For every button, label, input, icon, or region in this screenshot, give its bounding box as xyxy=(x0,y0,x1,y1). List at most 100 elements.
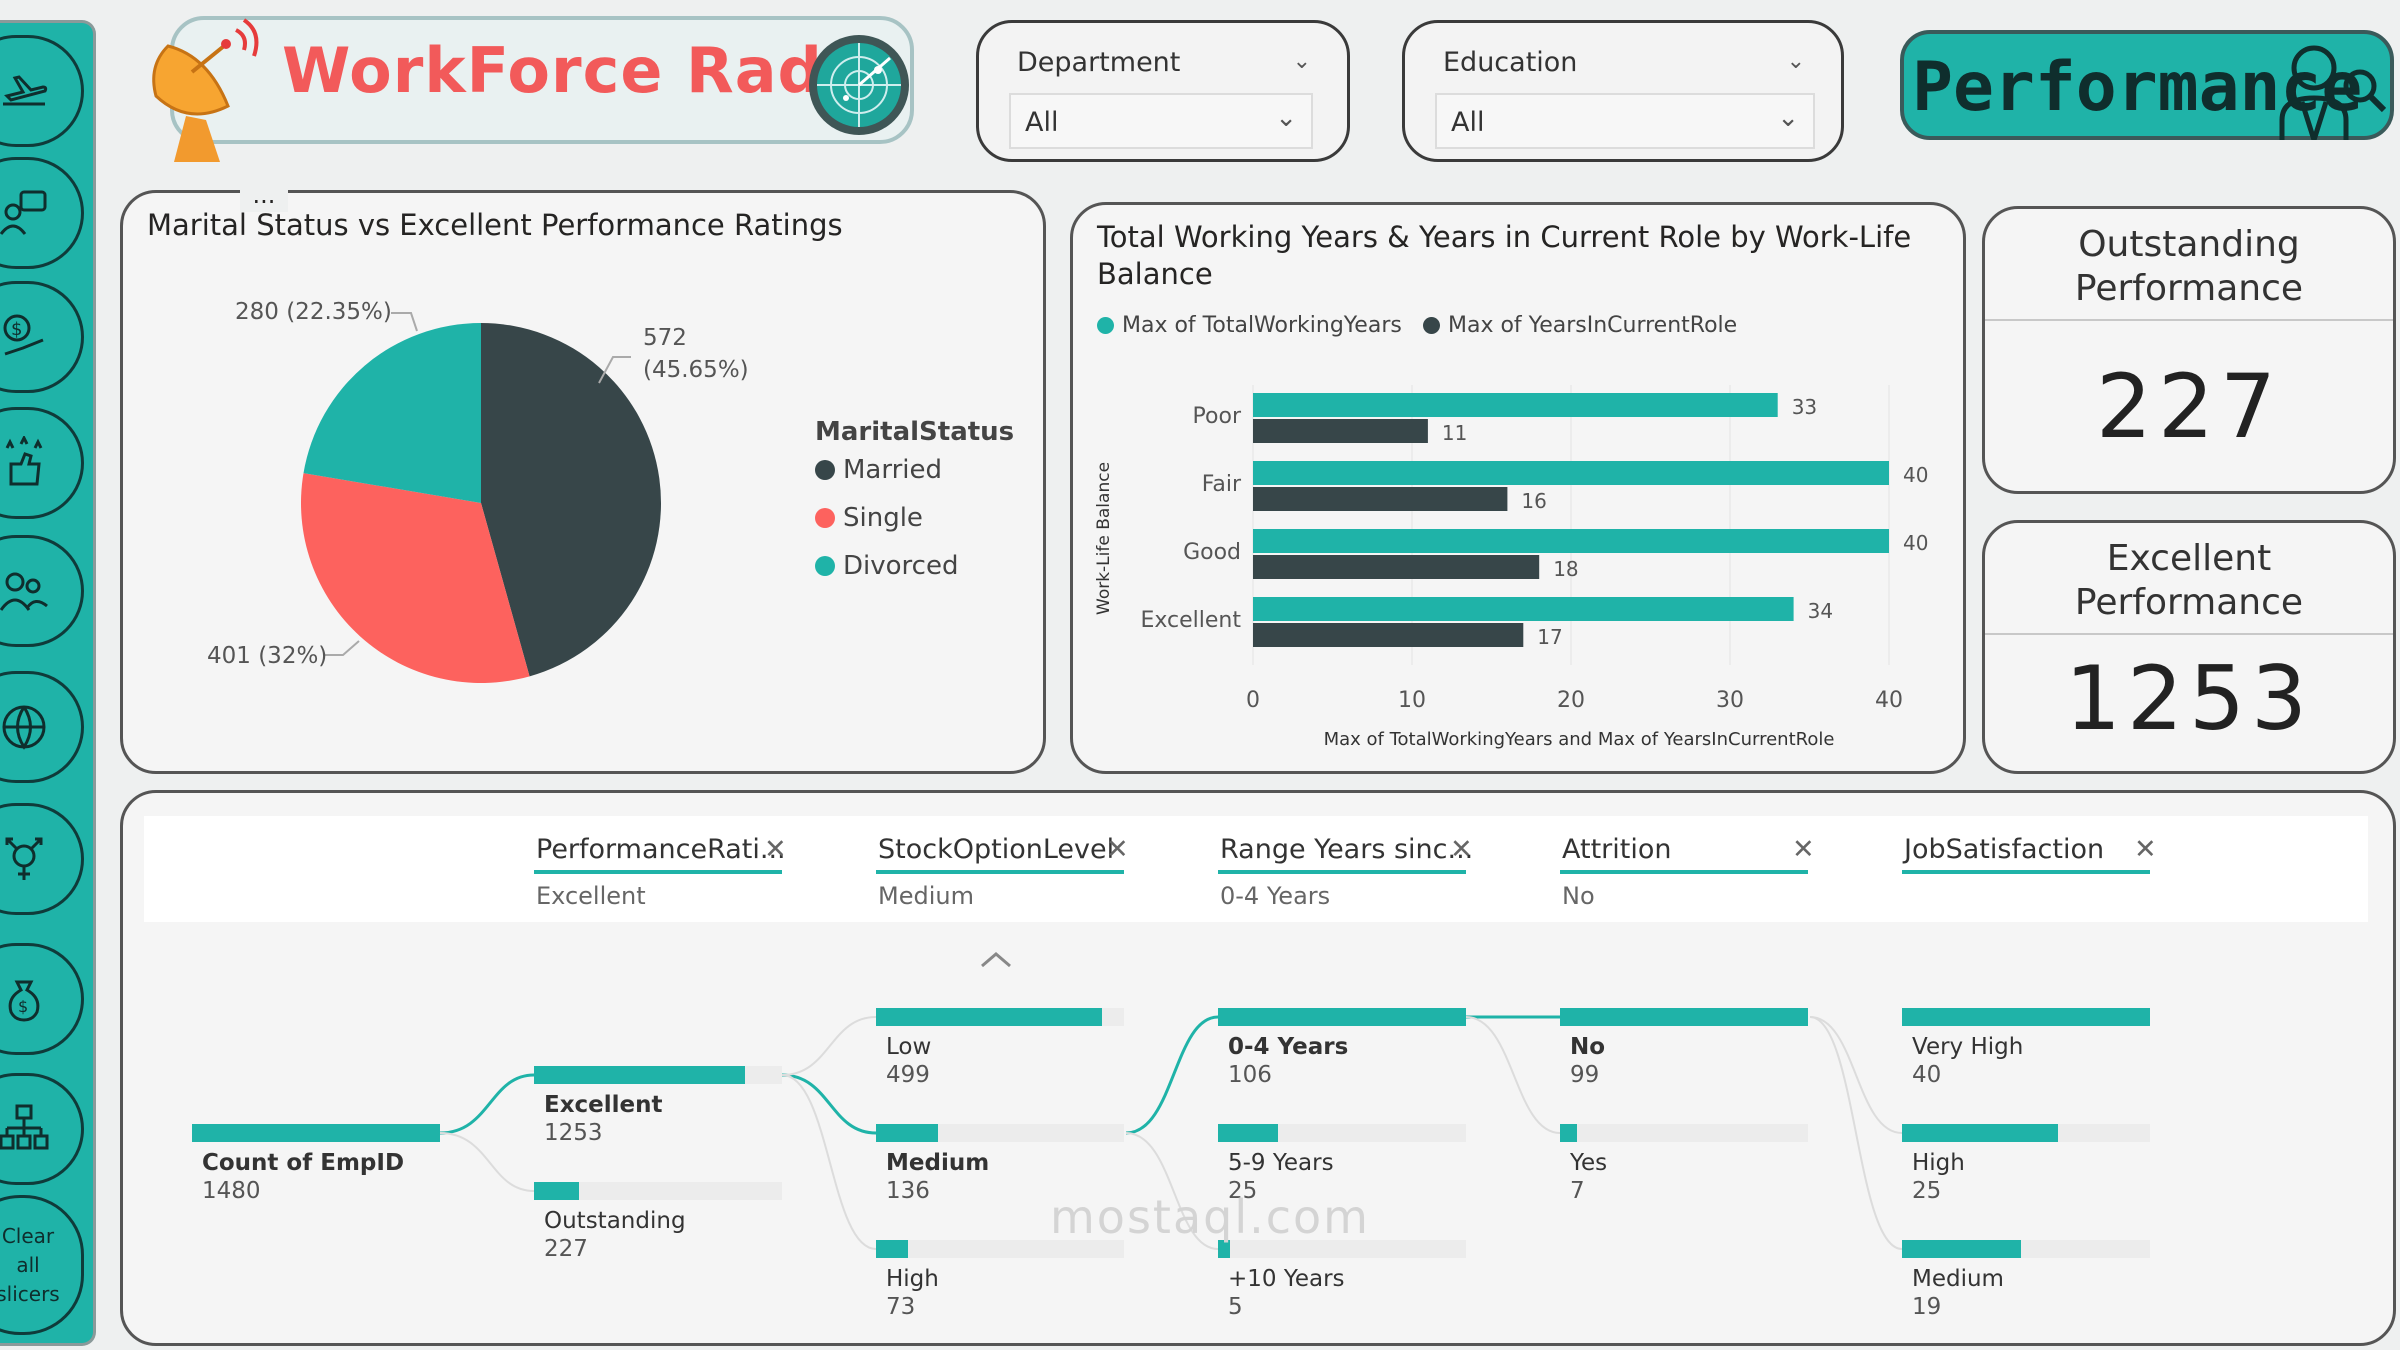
marital-status-pie-card[interactable]: Marital Status vs Excellent Performance … xyxy=(120,190,1046,774)
bar-years-in-role[interactable] xyxy=(1253,487,1508,511)
decomp-node-bar[interactable] xyxy=(1560,1008,1808,1026)
department-dropdown[interactable]: All ⌄ xyxy=(1009,93,1313,149)
gender-icon xyxy=(5,837,43,880)
nav-feedback-button[interactable] xyxy=(0,157,84,269)
pie-slice-divorced[interactable] xyxy=(303,323,481,503)
education-slicer[interactable]: Education ⌄ All ⌄ xyxy=(1402,20,1844,162)
kpi-title-line2: Performance xyxy=(2074,582,2304,623)
bar-data-label: 16 xyxy=(1521,489,1546,513)
education-dropdown[interactable]: All ⌄ xyxy=(1435,93,1815,149)
close-icon[interactable]: ✕ xyxy=(1792,834,1815,865)
decomp-node-bar-track[interactable] xyxy=(876,1124,1124,1142)
decomp-node-label: Medium xyxy=(886,1150,990,1176)
legend-dot xyxy=(1097,317,1114,334)
decomp-node-value: 499 xyxy=(886,1062,930,1088)
chevron-down-icon[interactable]: ⌄ xyxy=(1292,49,1311,74)
legend-item-married[interactable]: Married xyxy=(815,455,942,485)
decomp-node-bar[interactable] xyxy=(1218,1240,1230,1258)
legend-label: Max of TotalWorkingYears xyxy=(1122,313,1402,338)
decomp-node-bar[interactable] xyxy=(1218,1124,1278,1142)
decomp-node-bar[interactable] xyxy=(1560,1124,1577,1142)
pie-slice-single[interactable] xyxy=(301,473,530,683)
decomp-node-bar[interactable] xyxy=(1218,1008,1466,1026)
bar-years-in-role[interactable] xyxy=(1253,555,1540,579)
column-underline xyxy=(876,870,1124,874)
x-tick-label: 0 xyxy=(1246,688,1260,713)
bar-total-working-years[interactable] xyxy=(1253,529,1889,553)
close-icon[interactable]: ✕ xyxy=(764,834,787,865)
nav-org-button[interactable] xyxy=(0,1073,84,1185)
bar-data-label: 33 xyxy=(1792,395,1817,419)
chat-bubble-icon xyxy=(0,190,47,235)
decomp-node-label: Low xyxy=(886,1034,932,1060)
bar-years-in-role[interactable] xyxy=(1253,419,1428,443)
app-title: WorkForce Radar xyxy=(282,34,898,107)
decomp-node-bar[interactable] xyxy=(876,1124,938,1142)
decomp-column-title: StockOptionLevel xyxy=(878,834,1115,865)
decomp-column-selected: Excellent xyxy=(536,882,646,910)
decomp-node-bar-track[interactable] xyxy=(1218,1240,1466,1258)
decomp-header: PerformanceRati... ✕ Excellent StockOpti… xyxy=(144,816,2368,922)
kpi-divider xyxy=(1985,633,2393,635)
pie-label-divorced: 280 (22.35%) xyxy=(235,299,392,325)
decomp-node-bar[interactable] xyxy=(1902,1008,2150,1026)
pie-slice-married[interactable] xyxy=(481,323,661,677)
decomp-node-bar[interactable] xyxy=(876,1008,1102,1026)
legend-dot xyxy=(815,460,835,480)
decomp-column-selected: No xyxy=(1562,882,1595,910)
decomp-node-value: 25 xyxy=(1228,1178,1258,1204)
nav-rating-button[interactable] xyxy=(0,407,84,519)
nav-salary-button[interactable]: $ xyxy=(0,281,84,393)
nav-people-button[interactable] xyxy=(0,535,84,647)
decomp-node-bar[interactable] xyxy=(1902,1240,2021,1258)
decomp-node-bar-track[interactable] xyxy=(1560,1124,1808,1142)
clear-slicers-button[interactable]: Clear all slicers xyxy=(0,1195,84,1335)
decomp-node-value: 25 xyxy=(1912,1178,1942,1204)
legend-item-years-in-role[interactable]: Max of YearsInCurrentRole xyxy=(1423,313,1737,338)
bar-total-working-years[interactable] xyxy=(1253,597,1794,621)
more-options-icon[interactable]: ... xyxy=(240,183,288,212)
close-icon[interactable]: ✕ xyxy=(1106,834,1129,865)
legend-label: Married xyxy=(843,455,943,485)
pie-label-single: 401 (32%) xyxy=(207,643,327,669)
decomp-node-bar-track[interactable] xyxy=(876,1240,1124,1258)
bar-total-working-years[interactable] xyxy=(1253,461,1889,485)
decomp-column-title: JobSatisfaction xyxy=(1904,834,2105,865)
decomp-column-selected: Medium xyxy=(878,882,974,910)
close-icon[interactable]: ✕ xyxy=(1450,834,1473,865)
work-life-bar-card[interactable]: Total Working Years & Years in Current R… xyxy=(1070,202,1966,774)
decomp-column-selected: 0-4 Years xyxy=(1220,882,1331,910)
decomp-node-bar-track[interactable] xyxy=(1218,1124,1466,1142)
decomp-node-bar[interactable] xyxy=(534,1182,579,1200)
excellent-kpi-card: Excellent Performance 1253 xyxy=(1982,520,2396,774)
decomp-node-bar[interactable] xyxy=(1902,1124,2058,1142)
decomp-node-label: High xyxy=(1912,1150,1965,1176)
nav-money-button[interactable]: $ xyxy=(0,943,84,1055)
bar-years-in-role[interactable] xyxy=(1253,623,1524,647)
legend-item-total-working-years[interactable]: Max of TotalWorkingYears xyxy=(1097,313,1402,338)
nav-travel-button[interactable] xyxy=(0,35,84,147)
decomp-node-bar[interactable] xyxy=(534,1066,745,1084)
radar-icon xyxy=(809,35,909,135)
org-chart-icon xyxy=(0,1104,49,1150)
decomp-node-value: 19 xyxy=(1912,1294,1942,1320)
decomp-node-bar[interactable] xyxy=(876,1240,908,1258)
decomp-node-label: Yes xyxy=(1570,1150,1608,1176)
nav-global-button[interactable] xyxy=(0,671,84,783)
decomp-node-bar-track[interactable] xyxy=(534,1182,782,1200)
legend-item-single[interactable]: Single xyxy=(815,503,923,533)
chevron-down-icon: ⌄ xyxy=(1777,103,1799,133)
decomp-node-label: Medium xyxy=(1912,1266,2004,1292)
legend-dot xyxy=(815,556,835,576)
pie-chart-title: Marital Status vs Excellent Performance … xyxy=(147,208,843,242)
department-slicer[interactable]: Department ⌄ All ⌄ xyxy=(976,20,1350,162)
nav-gender-button[interactable] xyxy=(0,803,84,915)
legend-item-divorced[interactable]: Divorced xyxy=(815,551,958,581)
decomp-root-bar[interactable] xyxy=(192,1124,440,1142)
chevron-down-icon[interactable]: ⌄ xyxy=(1786,49,1805,74)
column-underline xyxy=(534,870,782,874)
legend-dot xyxy=(1423,317,1440,334)
bar-total-working-years[interactable] xyxy=(1253,393,1778,417)
close-icon[interactable]: ✕ xyxy=(2134,834,2157,865)
person-search-icon xyxy=(2279,45,2386,140)
